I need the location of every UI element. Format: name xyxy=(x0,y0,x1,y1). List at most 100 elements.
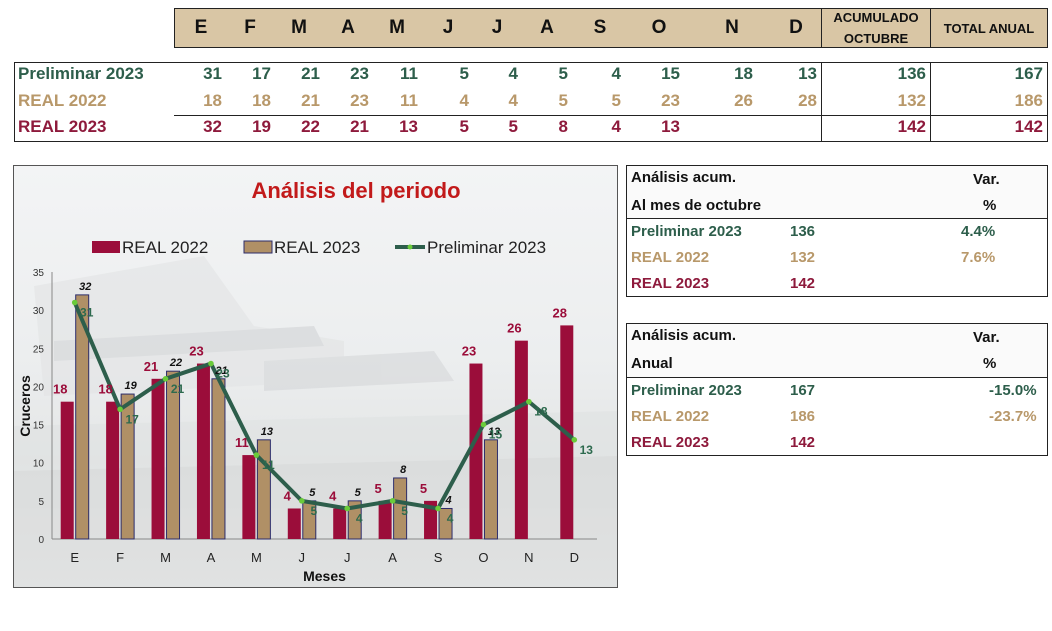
data-label-preliminar-2023: 4 xyxy=(447,511,454,525)
month-value-cell: 5 xyxy=(459,64,469,83)
line-marker xyxy=(71,299,78,306)
data-label-preliminar-2023: 21 xyxy=(171,382,185,396)
acumulado-header: ACUMULADO OCTUBRE xyxy=(822,9,930,47)
month-value-cell: 32 xyxy=(203,117,222,136)
x-tick-label: J xyxy=(299,550,306,565)
x-tick-label: M xyxy=(251,550,262,565)
legend-label: Preliminar 2023 xyxy=(427,238,546,257)
analysis-divider xyxy=(627,377,1047,378)
analysis-subtitle: Anual xyxy=(631,355,673,372)
x-tick-label: A xyxy=(207,550,216,565)
header-divider xyxy=(821,9,822,47)
percent-header: % xyxy=(983,197,997,214)
line-marker xyxy=(162,376,169,382)
data-label-real-2022: 28 xyxy=(553,305,567,320)
analysis-acum-octubre-table: Análisis acum. Al mes de octubre Var. % … xyxy=(626,165,1048,297)
month-value-cell: 4 xyxy=(459,91,469,110)
bar-real-2023 xyxy=(211,378,226,540)
month-value-cell: 18 xyxy=(252,91,271,110)
analysis-row-label: REAL 2023 xyxy=(631,275,710,292)
data-label-real-2023: 19 xyxy=(125,380,138,392)
month-value-cell: 31 xyxy=(203,64,222,83)
analysis-row-value: 142 xyxy=(790,434,816,451)
analysis-row-value: 132 xyxy=(790,249,816,266)
x-tick-label: O xyxy=(478,550,488,565)
data-label-real-2022: 23 xyxy=(462,344,476,359)
legend-swatch-real-2023 xyxy=(243,240,273,254)
month-value-cell: 5 xyxy=(508,117,518,136)
analysis-row-value: 186 xyxy=(790,408,816,425)
variation-header: Var. xyxy=(973,329,1000,346)
chart-title: Análisis del periodo xyxy=(251,178,460,203)
analysis-header-bg xyxy=(627,324,1047,377)
analysis-row-label: REAL 2022 xyxy=(631,249,710,266)
analysis-row-label: Preliminar 2023 xyxy=(631,382,742,399)
month-header: J xyxy=(491,17,503,38)
y-tick-label: 35 xyxy=(33,268,45,279)
data-label-preliminar-2023: 11 xyxy=(262,458,275,472)
total-anual-value: 167 xyxy=(1014,64,1043,83)
line-marker xyxy=(571,437,578,443)
x-axis-title: Meses xyxy=(303,568,346,584)
line-marker xyxy=(526,398,532,405)
data-label-preliminar-2023: 23 xyxy=(216,367,230,381)
total-anual-header: TOTAL ANUAL xyxy=(943,20,1035,36)
month-value-cell: 5 xyxy=(558,64,568,83)
analysis-row-variation: 4.4% xyxy=(961,223,996,240)
acumulado-value: 132 xyxy=(897,91,926,110)
month-value-cell: 21 xyxy=(301,64,320,83)
y-tick-label: 20 xyxy=(33,382,45,393)
line-marker xyxy=(253,452,260,458)
data-label-real-2022: 23 xyxy=(189,344,203,359)
line-marker xyxy=(117,406,123,413)
legend-label: REAL 2022 xyxy=(122,238,208,257)
month-value-cell: 23 xyxy=(350,64,369,83)
legend-marker xyxy=(407,244,413,250)
acumulado-value: 142 xyxy=(897,117,926,136)
bar-real-2022 xyxy=(424,500,438,539)
line-marker xyxy=(389,498,396,504)
month-header: O xyxy=(651,17,667,38)
month-value-cell: 5 xyxy=(611,91,621,110)
data-label-real-2022: 4 xyxy=(284,488,292,503)
data-label-real-2022: 4 xyxy=(329,488,337,503)
data-label-real-2023: 22 xyxy=(169,357,182,369)
month-header: A xyxy=(341,17,355,38)
x-tick-label: J xyxy=(344,550,351,565)
bar-real-2022 xyxy=(151,378,165,539)
analysis-row-label: Preliminar 2023 xyxy=(631,223,742,240)
month-header: M xyxy=(291,17,307,38)
bar-real-2022 xyxy=(469,363,483,539)
analysis-row-variation: -15.0% xyxy=(989,382,1037,399)
line-preliminar-2023 xyxy=(72,301,576,511)
acumulado-header-line2: OCTUBRE xyxy=(843,31,909,46)
month-value-cell: 4 xyxy=(611,117,621,136)
column-divider xyxy=(821,62,822,142)
bar-real-2022 xyxy=(242,455,256,539)
data-label-real-2023: 5 xyxy=(309,487,316,499)
month-value-cell: 4 xyxy=(508,64,518,83)
header-divider xyxy=(930,9,931,47)
row-divider xyxy=(174,115,1048,116)
total-anual-value: 142 xyxy=(1014,117,1043,136)
data-label-preliminar-2023: 31 xyxy=(80,306,94,320)
month-value-cell: 19 xyxy=(252,117,271,136)
month-value-cell: 23 xyxy=(661,91,680,110)
line-marker xyxy=(480,421,487,428)
percent-header: % xyxy=(983,355,997,372)
ship-shape xyxy=(264,351,454,391)
bar-real-2022 xyxy=(378,500,392,539)
analysis-row-value: 142 xyxy=(790,275,816,292)
row-border xyxy=(14,141,1048,142)
bar-real-2023 xyxy=(347,500,362,540)
data-label-real-2022: 21 xyxy=(144,359,158,374)
analysis-header-bg xyxy=(627,166,1047,218)
data-label-real-2022: 18 xyxy=(98,382,112,397)
data-row-frame xyxy=(14,89,1048,116)
y-tick-label: 30 xyxy=(33,306,45,317)
analysis-subtitle: Al mes de octubre xyxy=(631,197,762,214)
line-marker xyxy=(344,505,351,512)
line-marker xyxy=(208,360,214,367)
analysis-row-label: REAL 2023 xyxy=(631,434,710,451)
variation-header: Var. xyxy=(973,171,1000,188)
